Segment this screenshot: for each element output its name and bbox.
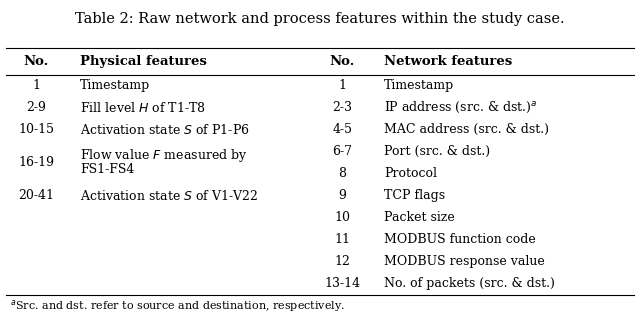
Text: 16-19: 16-19 <box>19 156 54 169</box>
Text: IP address (src. & dst.)$^{a}$: IP address (src. & dst.)$^{a}$ <box>384 100 538 116</box>
Text: Activation state $S$ of V1-V22: Activation state $S$ of V1-V22 <box>80 189 259 203</box>
Text: Timestamp: Timestamp <box>80 79 150 93</box>
Text: $^{a}$Src. and dst. refer to source and destination, respectively.: $^{a}$Src. and dst. refer to source and … <box>10 298 345 314</box>
Text: 10: 10 <box>335 211 351 224</box>
Text: 9: 9 <box>339 189 346 202</box>
Text: 2-3: 2-3 <box>332 101 353 115</box>
Text: Port (src. & dst.): Port (src. & dst.) <box>384 145 490 159</box>
Text: Protocol: Protocol <box>384 167 437 180</box>
Text: Activation state $S$ of P1-P6: Activation state $S$ of P1-P6 <box>80 123 250 137</box>
Text: 13-14: 13-14 <box>324 277 360 290</box>
Text: MODBUS response value: MODBUS response value <box>384 255 545 268</box>
Text: Fill level $H$ of T1-T8: Fill level $H$ of T1-T8 <box>80 101 206 115</box>
Text: 2-9: 2-9 <box>26 101 47 115</box>
Text: MAC address (src. & dst.): MAC address (src. & dst.) <box>384 123 549 137</box>
Text: 20-41: 20-41 <box>19 189 54 202</box>
Text: Timestamp: Timestamp <box>384 79 454 93</box>
Text: No.: No. <box>330 55 355 68</box>
Text: Physical features: Physical features <box>80 55 207 68</box>
Text: Packet size: Packet size <box>384 211 455 224</box>
Text: Network features: Network features <box>384 55 512 68</box>
Text: 4-5: 4-5 <box>332 123 353 137</box>
Text: 6-7: 6-7 <box>332 145 353 159</box>
Text: No. of packets (src. & dst.): No. of packets (src. & dst.) <box>384 277 555 290</box>
Text: TCP flags: TCP flags <box>384 189 445 202</box>
Text: 8: 8 <box>339 167 346 180</box>
Text: No.: No. <box>24 55 49 68</box>
Text: 10-15: 10-15 <box>19 123 54 137</box>
Text: Table 2: Raw network and process features within the study case.: Table 2: Raw network and process feature… <box>75 12 565 26</box>
Text: 1: 1 <box>339 79 346 93</box>
Text: 1: 1 <box>33 79 40 93</box>
Text: Flow value $F$ measured by: Flow value $F$ measured by <box>80 147 248 164</box>
Text: 11: 11 <box>335 233 351 246</box>
Text: FS1-FS4: FS1-FS4 <box>80 164 134 176</box>
Text: 12: 12 <box>335 255 350 268</box>
Text: MODBUS function code: MODBUS function code <box>384 233 536 246</box>
